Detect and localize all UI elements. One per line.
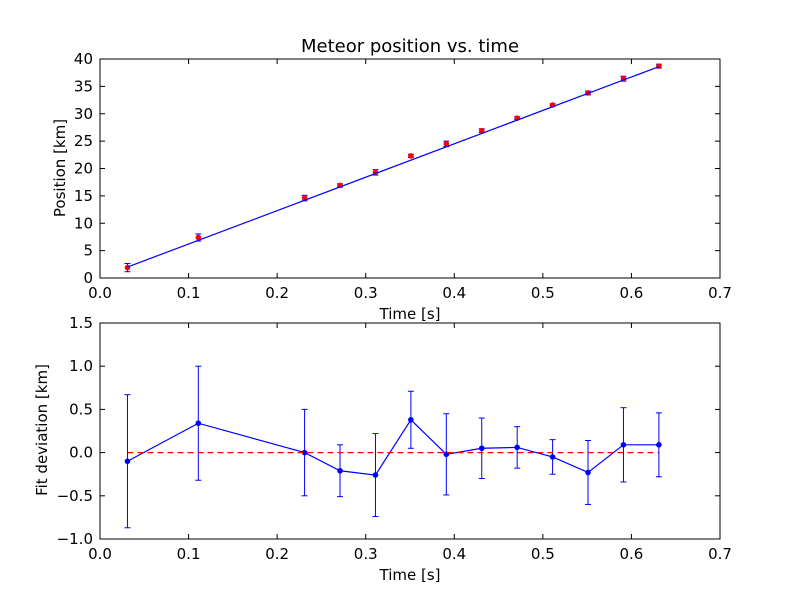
bottom-y-tick-label: 1.5	[69, 314, 93, 332]
bottom-y-tick-label: 0.5	[69, 400, 93, 418]
top-y-tick-label: 5	[83, 242, 93, 260]
bottom-x-tick-label: 0.1	[177, 545, 201, 563]
top-y-tick-label: 35	[74, 77, 93, 95]
bottom-x-tick-label: 0.5	[531, 545, 555, 563]
top-y-tick-label: 0	[83, 269, 93, 287]
bottom-data-point	[549, 454, 556, 460]
bottom-data-point	[195, 420, 202, 427]
bottom-x-tick-label: 0.4	[442, 545, 466, 563]
bottom-plot: 0.0 0.1 0.2 0.3 0.4 0.5 0.6 0.7 −1.0 −0.5 0.0 0.5 1.…	[57, 314, 732, 563]
top-x-tick-label: 0.0	[88, 284, 112, 302]
bottom-data-point	[337, 467, 343, 474]
top-fit-line	[127, 66, 660, 268]
bottom-x-tick-label: 0.0	[88, 545, 112, 563]
bottom-data-point	[124, 458, 131, 465]
bottom-data-point	[408, 416, 414, 423]
bottom-data-point	[620, 442, 627, 448]
bottom-x-tick-label: 0.7	[708, 545, 732, 563]
top-y-tick-label: 30	[74, 105, 93, 123]
bottom-data-point	[372, 472, 379, 478]
top-y-axis-label: Position [km]	[51, 119, 69, 217]
bottom-axes-frame	[99, 322, 721, 540]
top-x-tick-label: 0.6	[619, 284, 643, 302]
bottom-data-point	[514, 444, 520, 451]
top-data-point	[443, 141, 450, 147]
bottom-data-point	[585, 469, 591, 476]
bottom-data-point	[656, 442, 662, 448]
top-x-tick-label: 0.4	[442, 284, 466, 302]
bottom-y-tick-label: −1.0	[57, 530, 93, 548]
chart-title: Meteor position vs. time	[301, 36, 519, 57]
top-y-tick-label: 40	[74, 50, 93, 68]
top-x-tick-label: 0.1	[177, 284, 201, 302]
top-x-tick-label: 0.5	[531, 284, 555, 302]
top-y-tick-label: 20	[74, 160, 93, 178]
top-y-tick-label: 25	[74, 132, 93, 150]
bottom-y-tick-label: 1.0	[69, 357, 93, 375]
top-x-tick-label: 0.3	[354, 284, 378, 302]
bottom-y-tick-label: 0.0	[69, 444, 93, 462]
bottom-x-tick-label: 0.3	[354, 545, 378, 563]
top-data-point	[408, 153, 414, 159]
top-x-tick-label: 0.7	[708, 284, 732, 302]
top-x-axis-label: Time [s]	[379, 305, 441, 323]
bottom-x-axis-label: Time [s]	[379, 566, 441, 584]
bottom-x-tick-label: 0.2	[265, 545, 289, 563]
top-y-tick-label: 10	[74, 214, 93, 232]
top-x-tick-label: 0.2	[265, 284, 289, 302]
bottom-y-axis-label: Fit deviation [km]	[33, 364, 51, 496]
bottom-x-tick-label: 0.6	[619, 545, 643, 563]
bottom-data-point	[478, 445, 485, 452]
top-y-tick-label: 15	[74, 187, 93, 205]
top-plot: 0.0 0.1 0.2 0.3 0.4 0.5 0.6 0.7 0 5 10 15 20 25 30 35 40	[74, 50, 732, 302]
bottom-y-tick-label: −0.5	[57, 487, 93, 505]
